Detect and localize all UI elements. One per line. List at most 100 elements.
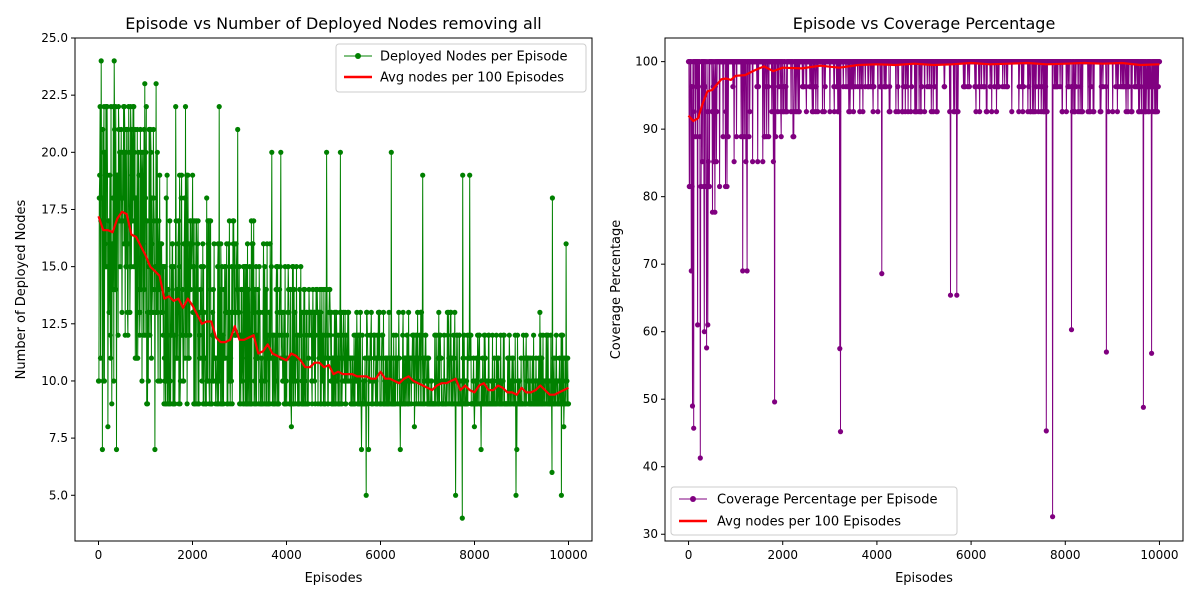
- raw-series-point: [319, 378, 325, 384]
- raw-series-point: [452, 309, 458, 315]
- raw-series-point: [691, 425, 697, 431]
- raw-series-point: [202, 355, 208, 361]
- raw-series-point: [386, 309, 392, 315]
- raw-series-point: [171, 332, 178, 338]
- raw-series-point: [471, 424, 477, 430]
- raw-series-point: [190, 172, 196, 178]
- raw-series-point: [115, 332, 121, 338]
- raw-series-point: [107, 172, 113, 178]
- raw-series-point: [744, 268, 750, 274]
- raw-series-point: [139, 172, 145, 178]
- raw-series-point: [97, 355, 104, 361]
- raw-series-point: [553, 332, 559, 338]
- raw-series-point: [496, 355, 502, 361]
- raw-series-point: [173, 104, 179, 110]
- raw-series-point: [955, 109, 961, 115]
- raw-series-point: [118, 126, 124, 133]
- raw-series-point: [689, 183, 695, 190]
- raw-series-point: [228, 378, 234, 384]
- raw-series-point: [328, 332, 334, 338]
- raw-series-point: [1043, 428, 1049, 434]
- raw-series-point: [111, 378, 117, 384]
- raw-series-point: [268, 264, 274, 270]
- x-tick-label: 6000: [365, 548, 396, 562]
- raw-series-point: [113, 446, 120, 453]
- raw-series-point: [99, 446, 105, 453]
- raw-series-point: [1009, 109, 1015, 115]
- raw-series-point: [1088, 84, 1094, 90]
- raw-series-point: [1039, 84, 1045, 90]
- x-tick-label: 4000: [271, 548, 302, 562]
- raw-series-point: [456, 332, 463, 338]
- raw-series-point: [131, 104, 137, 110]
- x-tick-label: 4000: [862, 548, 893, 562]
- raw-series-point: [437, 332, 443, 338]
- x-axis-label: Episodes: [895, 571, 953, 586]
- raw-series-point: [175, 241, 181, 247]
- raw-series-point: [119, 218, 125, 224]
- raw-series-point: [942, 84, 948, 90]
- raw-series-point: [363, 492, 369, 498]
- raw-series-point: [1105, 109, 1111, 115]
- raw-series-point: [205, 241, 211, 247]
- x-axis-label: Episodes: [305, 571, 363, 586]
- raw-series-point: [467, 172, 473, 178]
- y-tick-label: 5.0: [49, 488, 68, 502]
- raw-series-point: [418, 309, 425, 315]
- raw-series-point: [397, 446, 403, 453]
- raw-series-point: [206, 378, 212, 384]
- raw-series-point: [149, 241, 155, 247]
- raw-series-point: [104, 104, 110, 110]
- legend-box: [670, 486, 958, 536]
- raw-series-point: [117, 264, 123, 270]
- raw-series-point: [286, 309, 292, 315]
- raw-series-point: [226, 241, 232, 247]
- raw-series-point: [977, 109, 983, 115]
- raw-series-point: [760, 159, 766, 165]
- raw-series-point: [438, 355, 444, 361]
- raw-series-point: [251, 378, 258, 384]
- raw-series-point: [709, 109, 715, 115]
- raw-series-point: [875, 109, 881, 115]
- raw-series-point: [223, 264, 229, 270]
- raw-series-point: [273, 378, 279, 384]
- raw-series-point: [1114, 109, 1120, 115]
- raw-series-point: [1151, 84, 1157, 90]
- x-axis-ticks: 0 2000 4000 6000 8000 10000: [95, 541, 588, 562]
- raw-series-point: [259, 355, 265, 361]
- x-tick-label: 2000: [767, 548, 798, 562]
- raw-series-point: [220, 332, 226, 338]
- raw-series-point: [688, 268, 694, 274]
- raw-series-point: [380, 309, 387, 315]
- y-tick-label: 15.0: [41, 260, 68, 274]
- plot-frame: [664, 37, 1184, 542]
- raw-series-point: [160, 332, 166, 338]
- raw-series-point: [506, 332, 512, 338]
- raw-series-point: [1155, 84, 1161, 90]
- raw-series-point: [201, 264, 207, 270]
- raw-series-point: [277, 264, 283, 270]
- raw-series-point: [725, 134, 731, 140]
- raw-series-point: [755, 159, 761, 165]
- raw-series-point: [837, 429, 844, 435]
- raw-series-point: [276, 401, 282, 407]
- raw-series-point: [236, 309, 242, 315]
- raw-series-point: [283, 378, 289, 384]
- raw-series-point: [1156, 59, 1163, 65]
- raw-series-point: [279, 332, 285, 338]
- raw-series-point: [460, 172, 466, 178]
- raw-series-point: [364, 309, 370, 315]
- legend-raw-marker: [355, 53, 361, 59]
- raw-series-point: [776, 84, 782, 90]
- chart-coverage: Episode vs Coverage Percentage 0 2000 4000…: [609, 14, 1184, 586]
- raw-series-point: [119, 309, 125, 315]
- raw-series-point: [731, 159, 737, 165]
- raw-series-point: [565, 355, 571, 361]
- x-tick-label: 8000: [1050, 548, 1081, 562]
- raw-series-point: [179, 286, 185, 293]
- raw-series-point: [420, 172, 426, 178]
- raw-series-point: [720, 134, 726, 140]
- raw-series-point: [947, 109, 953, 115]
- chart-title: Episode vs Coverage Percentage: [793, 14, 1056, 33]
- raw-series-point: [510, 378, 517, 384]
